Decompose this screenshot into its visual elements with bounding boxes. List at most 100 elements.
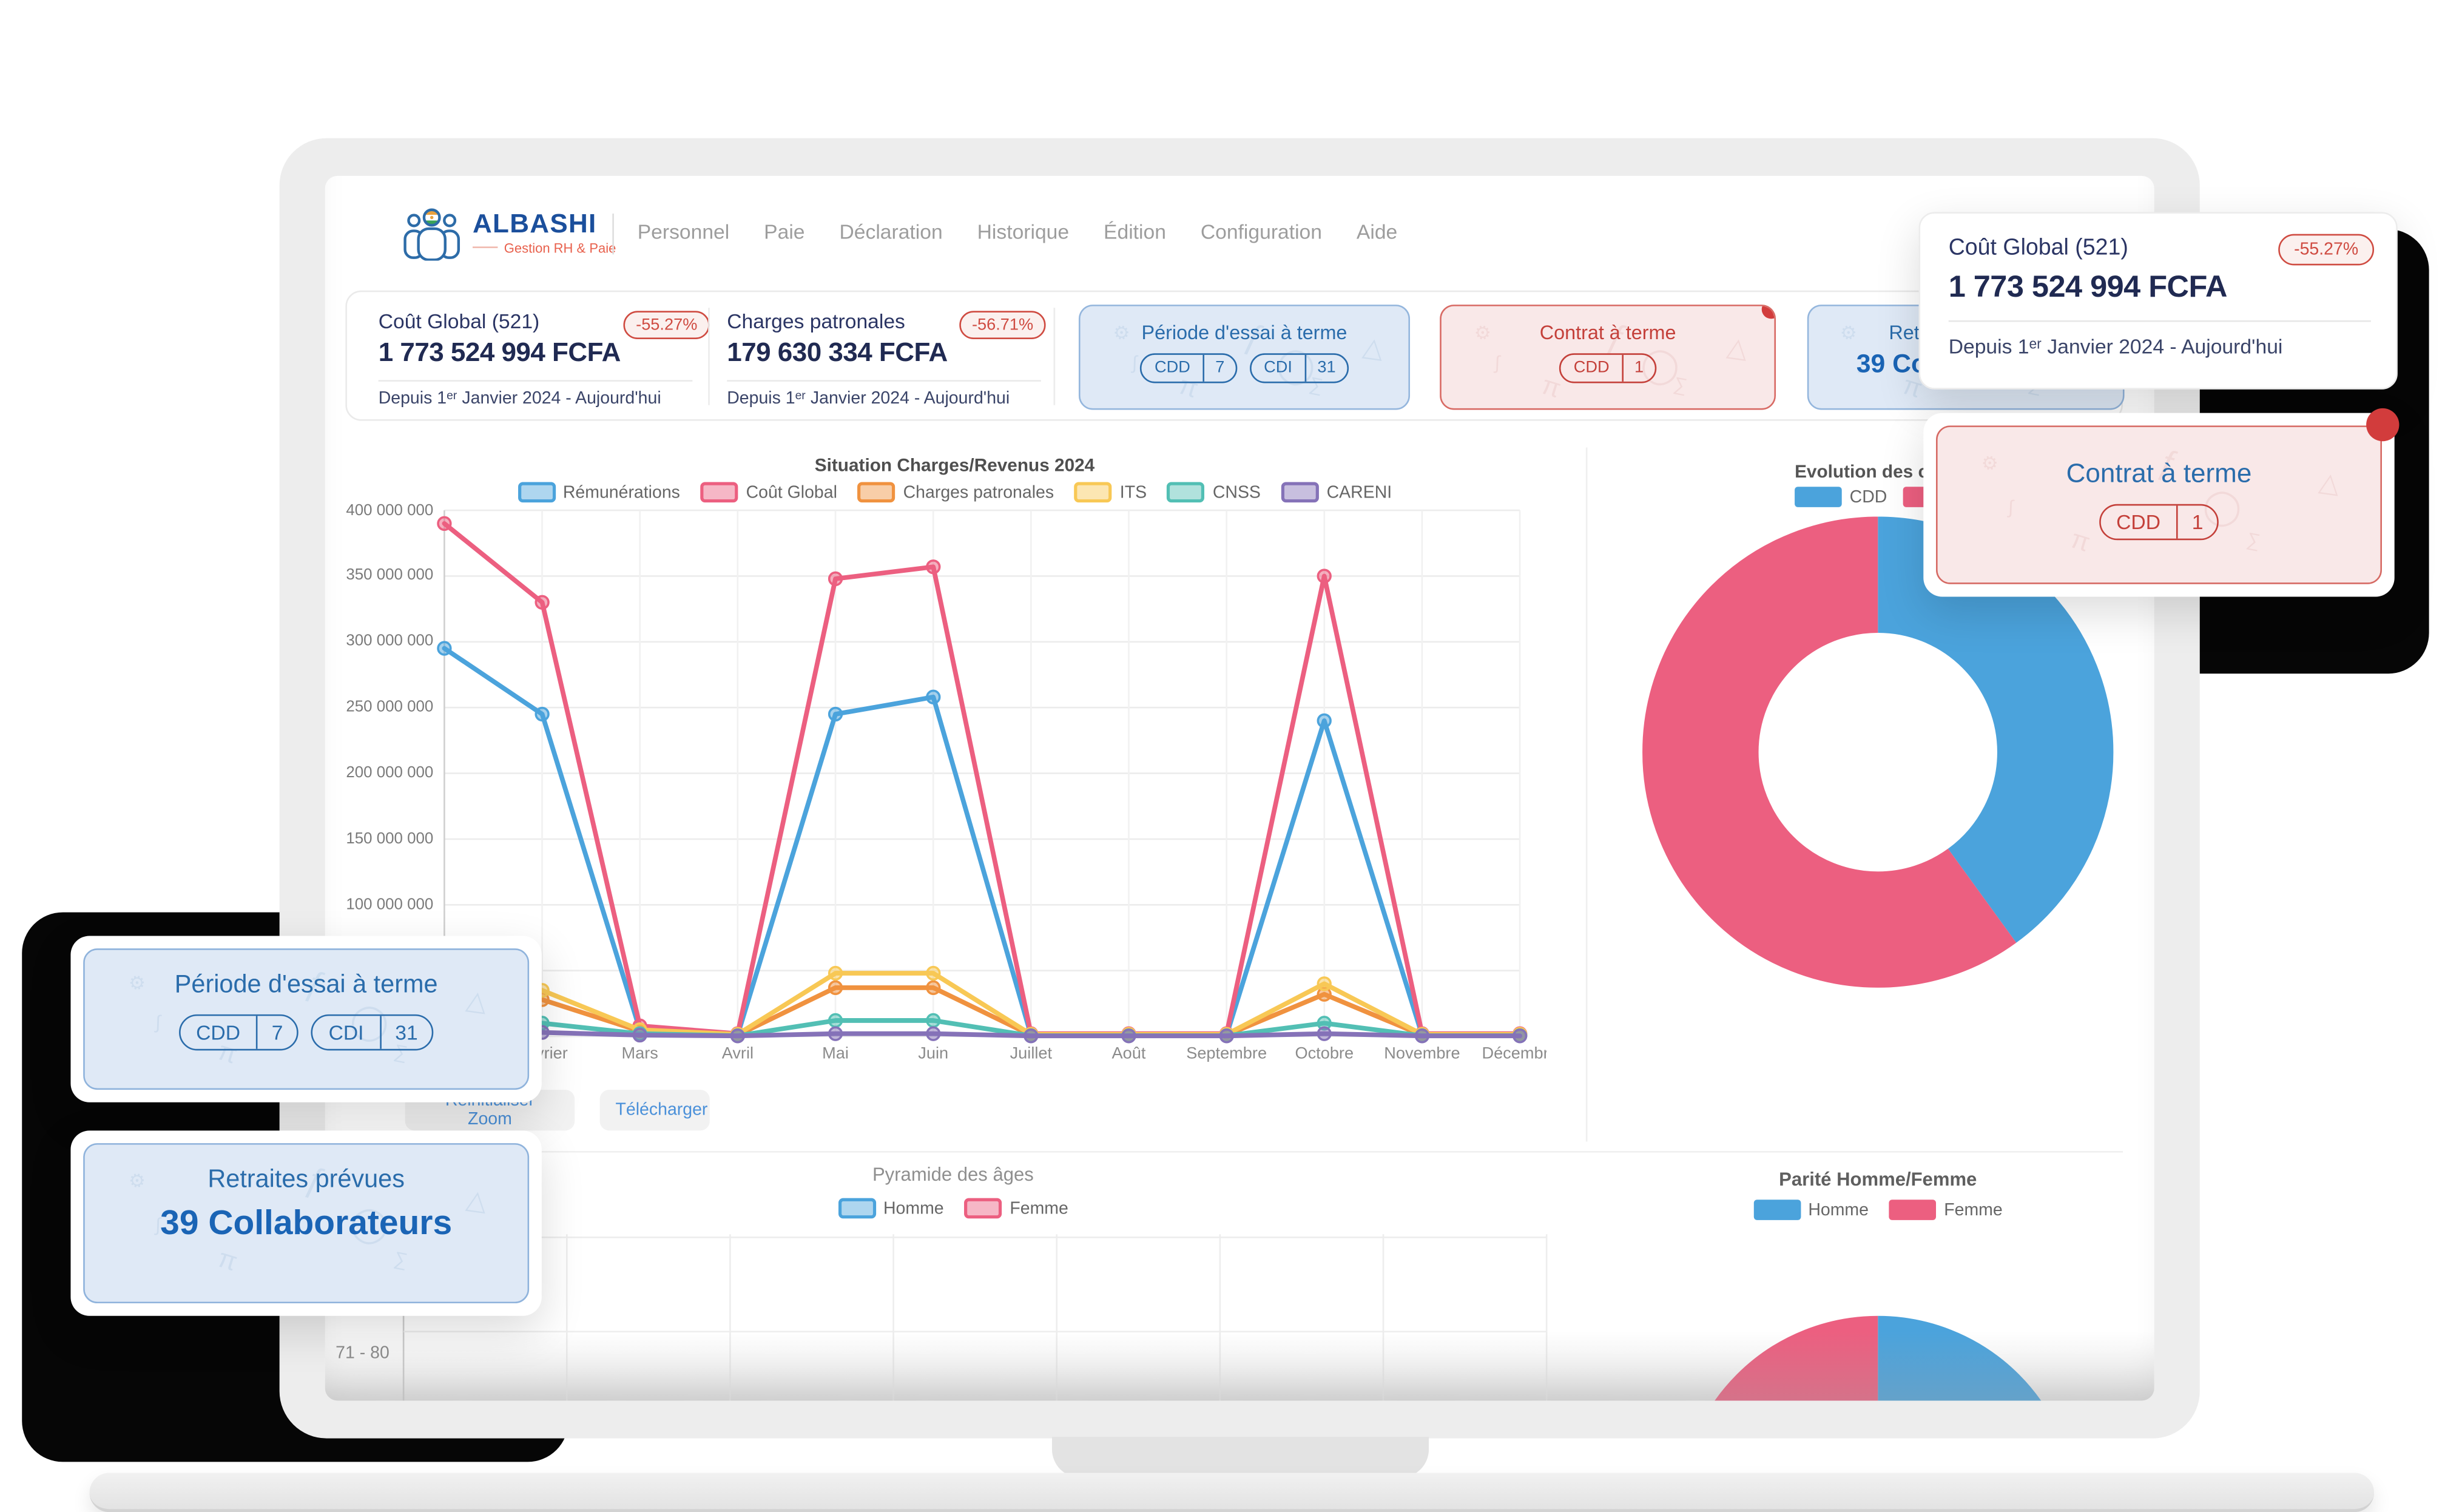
nav-item-personnel[interactable]: Personnel xyxy=(637,220,730,244)
brand-text: ALBASHI Gestion RH & Paie xyxy=(473,209,616,255)
legend-item[interactable]: Homme xyxy=(1753,1200,1869,1220)
contrat-terme-pills: CDD 1 xyxy=(1442,353,1775,383)
legend-label: Homme xyxy=(1808,1200,1869,1220)
legend-item[interactable]: Femme xyxy=(964,1198,1068,1219)
legend-label: CNSS xyxy=(1212,482,1261,502)
evolution-donut-chart[interactable] xyxy=(1642,516,2114,988)
divider xyxy=(727,380,1041,382)
pill-label: CDD xyxy=(2116,510,2161,534)
legend-item[interactable]: Homme xyxy=(837,1198,944,1219)
divider xyxy=(378,380,693,382)
divider xyxy=(1585,447,1588,1142)
pyramide-chart-title: Pyramide des âges xyxy=(872,1163,1034,1186)
charges-badge: -56.71% xyxy=(959,311,1046,340)
divider xyxy=(708,308,710,405)
y-tick-label: 200 000 000 xyxy=(346,764,434,782)
legend-swatch xyxy=(700,482,738,503)
callout-periode-essai-pills: CDD 7 CDI 31 xyxy=(85,1014,528,1051)
laptop-base xyxy=(89,1473,2375,1512)
pill-cdi: CDI 31 xyxy=(311,1014,434,1051)
callout-cout-global-badge: -55.27% xyxy=(2278,234,2375,266)
notification-dot xyxy=(2366,408,2400,442)
legend-swatch xyxy=(964,1198,1002,1219)
legend-swatch xyxy=(857,482,895,503)
pill-label: CDI xyxy=(1264,358,1292,377)
legend-swatch xyxy=(1889,1200,1937,1220)
svg-text:Octobre: Octobre xyxy=(1295,1043,1354,1062)
pill-value: 7 xyxy=(255,1016,297,1049)
cout-global-badge: -55.27% xyxy=(623,311,710,340)
legend-swatch xyxy=(517,482,555,503)
pill-label: CDD xyxy=(1573,358,1610,377)
legend-label: CARENI xyxy=(1326,482,1392,502)
cout-global-period: Depuis 1ᵉʳ Janvier 2024 - Aujourd'hui xyxy=(378,389,661,408)
callout-contrat-terme-title: Contrat à terme xyxy=(2066,458,2252,488)
nav-item-aide[interactable]: Aide xyxy=(1356,220,1398,244)
svg-text:Décembre: Décembre xyxy=(1482,1043,1546,1062)
pyramide-chart[interactable] xyxy=(393,1234,1554,1401)
y-tick-label: 100 000 000 xyxy=(346,896,434,914)
periode-essai-pills: CDD 7 CDI 31 xyxy=(1081,353,1409,383)
legend-item[interactable]: ITS xyxy=(1074,482,1147,503)
divider xyxy=(1948,320,2371,322)
charges-title: Charges patronales xyxy=(727,309,905,333)
pill-cdd: CDD 7 xyxy=(178,1014,299,1051)
parite-donut-chart[interactable] xyxy=(1674,1311,2082,1401)
legend-swatch xyxy=(1074,482,1112,503)
legend-label: Homme xyxy=(883,1198,944,1218)
legend-item[interactable]: CDD xyxy=(1795,487,1887,507)
nav-item-historique[interactable]: Historique xyxy=(977,220,1070,244)
app-window: ALBASHI Gestion RH & Paie Personnel Paie D… xyxy=(325,175,2154,1401)
callout-cout-global-card: Coût Global (521) -55.27% 1 773 524 994 … xyxy=(1918,212,2398,390)
stats-row: Coût Global (521) -55.27% 1 773 524 994 … xyxy=(345,290,2125,421)
pill-label: CDD xyxy=(196,1021,241,1045)
svg-text:Juin: Juin xyxy=(918,1043,948,1062)
legend-swatch xyxy=(837,1198,876,1219)
svg-text:Avril: Avril xyxy=(722,1043,754,1062)
callout-cout-global-value: 1 773 524 994 FCFA xyxy=(1948,270,2228,305)
svg-text:Juillet: Juillet xyxy=(1010,1043,1053,1062)
legend-label: ITS xyxy=(1119,482,1147,502)
callout-retraites-value: 39 Collaborateurs xyxy=(160,1203,453,1243)
callout-retraites-card: ⚙ π ƒ ∑ △ ◯ ∫ Retraites prévues 39 Collaborate… xyxy=(70,1130,542,1316)
callout-periode-essai-card: ⚙ π ƒ ∑ △ ◯ ∫ Période d'essai à terme CDD 7 CDI 3… xyxy=(70,936,542,1102)
callout-contrat-terme-card: ⚙ π ƒ ∑ △ ◯ ∫ Contrat à terme CDD 1 xyxy=(1923,408,2400,597)
nav-item-paie[interactable]: Paie xyxy=(764,220,805,244)
pill-cdi: CDI 31 xyxy=(1249,353,1349,383)
contrat-terme-card[interactable]: ⚙ π ƒ ∑ △ ◯ ∫ Contrat à terme CDD 1 xyxy=(1440,305,1776,410)
callout-cout-global-period: Depuis 1ᵉʳ Janvier 2024 - Aujourd'hui xyxy=(1948,334,2283,359)
svg-text:Novembre: Novembre xyxy=(1384,1043,1460,1062)
legend-item[interactable]: Rémunérations xyxy=(517,482,680,503)
nav-item-configuration[interactable]: Configuration xyxy=(1200,220,1322,244)
pill-value: 1 xyxy=(2176,505,2217,539)
app-logo: ALBASHI Gestion RH & Paie xyxy=(402,204,616,261)
nav-item-declaration[interactable]: Déclaration xyxy=(839,220,943,244)
brand-name: ALBASHI xyxy=(472,208,597,238)
legend-item[interactable]: CARENI xyxy=(1281,482,1392,503)
y-tick-label: 350 000 000 xyxy=(346,567,434,585)
pyramide-category-label: 71 - 80 xyxy=(336,1344,390,1363)
download-button[interactable]: Télécharger xyxy=(599,1090,710,1131)
pill-label: CDD xyxy=(1154,358,1190,377)
legend-item[interactable]: CNSS xyxy=(1167,482,1261,503)
legend-item[interactable]: Charges patronales xyxy=(857,482,1054,503)
situation-chart[interactable]: JanvierFévrierMarsAvrilMaiJuinJuilletAoû… xyxy=(429,499,1547,1071)
periode-essai-card[interactable]: ⚙ π ƒ ∑ △ ◯ ∫ Période d'essai à terme CDD 7 CDI 3… xyxy=(1078,305,1411,410)
legend-swatch xyxy=(1167,482,1205,503)
nav-item-edition[interactable]: Édition xyxy=(1104,220,1166,244)
legend-swatch xyxy=(1795,487,1842,507)
cout-global-value: 1 773 524 994 FCFA xyxy=(378,337,621,368)
line-chart-legend: Rémunérations Coût Global Charges patronal… xyxy=(484,482,1426,503)
pill-label: CDI xyxy=(328,1021,364,1045)
legend-item[interactable]: Coût Global xyxy=(700,482,837,503)
pill-cdd: CDD 1 xyxy=(2099,504,2219,541)
y-tick-label: 400 000 000 xyxy=(346,501,434,519)
callout-periode-essai-title: Période d'essai à terme xyxy=(174,971,438,999)
watermark-glyph: ∑ xyxy=(393,1247,411,1272)
pill-cdd: CDD 1 xyxy=(1559,353,1656,383)
legend-label: Femme xyxy=(1010,1198,1068,1218)
laptop-hinge xyxy=(1051,1437,1429,1478)
contrat-terme-title: Contrat à terme xyxy=(1539,322,1676,344)
legend-item[interactable]: Femme xyxy=(1889,1200,2003,1220)
y-tick-label: 300 000 000 xyxy=(346,633,434,651)
